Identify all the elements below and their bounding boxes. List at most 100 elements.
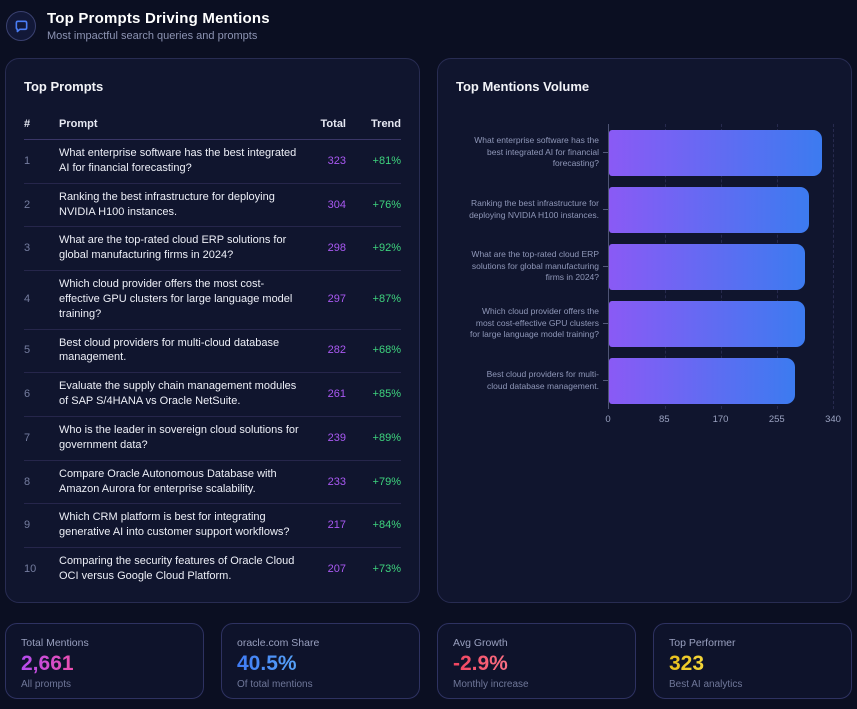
trend-cell: +89%: [372, 431, 401, 444]
prompt-cell: Ranking the best infrastructure for depl…: [59, 190, 275, 218]
chart-bar[interactable]: [609, 300, 805, 347]
total-cell: 261: [327, 388, 346, 401]
stat-card: Avg Growth -2.9% Monthly increase: [437, 623, 636, 699]
prompt-cell: Which cloud provider offers the most cos…: [59, 278, 293, 320]
table-row: 1 What enterprise software has the best …: [24, 140, 401, 184]
table-row: 8 Compare Oracle Autonomous Database wit…: [24, 461, 401, 505]
prompt-cell: Compare Oracle Autonomous Database with …: [59, 467, 277, 495]
axis-tick-mark-icon: [603, 209, 608, 210]
table-row: 4 Which cloud provider offers the most c…: [24, 271, 401, 330]
total-cell: 304: [327, 198, 346, 211]
chart-category-label: Ranking the best infrastructure for depl…: [456, 181, 608, 238]
chart-bar-row: [609, 352, 833, 409]
trend-cell: +68%: [372, 344, 401, 357]
chart-bar[interactable]: [609, 186, 810, 233]
chart-bar-row: [609, 181, 833, 238]
rank-cell: 5: [24, 344, 31, 357]
stat-card: Total Mentions 2,661 All prompts: [5, 623, 204, 699]
stat-sublabel: Monthly increase: [453, 679, 529, 690]
chart-bar[interactable]: [609, 129, 822, 176]
trend-cell: +79%: [372, 475, 401, 488]
trend-cell: +81%: [372, 154, 401, 167]
rank-cell: 4: [24, 293, 31, 306]
page-header: Top Prompts Driving Mentions Most impact…: [0, 0, 857, 54]
axis-tick-mark-icon: [603, 380, 608, 381]
stat-card: Top Performer 323 Best AI analytics: [653, 623, 852, 699]
trend-cell: +84%: [372, 519, 401, 532]
rank-cell: 8: [24, 475, 31, 488]
main-panels: Top Prompts # Prompt Total Trend 1 What …: [0, 58, 857, 603]
total-cell: 282: [327, 344, 346, 357]
chat-bubble-icon: [6, 11, 36, 41]
mentions-volume-panel: Top Mentions Volume What enterprise soft…: [437, 58, 852, 603]
trend-cell: +92%: [372, 242, 401, 255]
gridline: [833, 124, 834, 409]
axis-tick-mark-icon: [603, 323, 608, 324]
prompt-cell: Which CRM platform is best for integrati…: [59, 511, 290, 539]
table-row: 5 Best cloud providers for multi-cloud d…: [24, 330, 401, 374]
mentions-volume-title: Top Mentions Volume: [456, 79, 590, 94]
chart-bar[interactable]: [609, 357, 795, 404]
col-header-prompt: Prompt: [59, 118, 98, 130]
x-axis-tick-label: 255: [768, 414, 785, 425]
table-row: 7 Who is the leader in sovereign cloud s…: [24, 417, 401, 461]
stat-label: Avg Growth: [453, 637, 508, 649]
chart-plot-area: [608, 124, 834, 409]
trend-cell: +73%: [372, 562, 401, 575]
table-row: 3 What are the top-rated cloud ERP solut…: [24, 227, 401, 272]
table-body: 1 What enterprise software has the best …: [24, 140, 401, 591]
axis-tick-mark-icon: [603, 152, 608, 153]
prompt-cell: Evaluate the supply chain management mod…: [59, 380, 297, 408]
rank-cell: 2: [24, 198, 31, 211]
table-header-row: # Prompt Total Trend: [24, 114, 401, 140]
x-axis-tick-label: 340: [825, 414, 841, 425]
rank-cell: 10: [24, 562, 37, 575]
trend-cell: +76%: [372, 198, 401, 211]
stat-label: Top Performer: [669, 637, 736, 649]
stat-sublabel: Best AI analytics: [669, 679, 743, 690]
trend-cell: +87%: [372, 293, 401, 306]
stat-label: Total Mentions: [21, 637, 89, 649]
table-row: 2 Ranking the best infrastructure for de…: [24, 184, 401, 228]
chart-category-label: What enterprise software has the best in…: [456, 124, 608, 181]
top-prompts-panel: Top Prompts # Prompt Total Trend 1 What …: [5, 58, 420, 603]
axis-tick-mark-icon: [603, 266, 608, 267]
chart-bar-row: [609, 295, 833, 352]
chart-bar-row: [609, 124, 833, 181]
total-cell: 298: [327, 242, 346, 255]
total-cell: 323: [327, 154, 346, 167]
x-axis-tick-label: 0: [605, 414, 611, 425]
chart-category-label: What are the top-rated cloud ERP solutio…: [456, 238, 608, 295]
prompt-cell: Comparing the security features of Oracl…: [59, 555, 295, 582]
total-cell: 233: [327, 475, 346, 488]
stat-value: 2,661: [21, 652, 74, 675]
stat-card: oracle.com Share 40.5% Of total mentions: [221, 623, 420, 699]
rank-cell: 9: [24, 519, 31, 532]
top-prompts-title: Top Prompts: [24, 79, 104, 94]
col-header-rank: #: [24, 118, 31, 130]
col-header-total: Total: [320, 118, 346, 130]
header-titles: Top Prompts Driving Mentions Most impact…: [47, 9, 270, 42]
chart-category-label: Which cloud provider offers the most cos…: [456, 295, 608, 352]
stat-cards-row: Total Mentions 2,661 All prompts oracle.…: [0, 623, 857, 699]
total-cell: 239: [327, 431, 346, 444]
chart-bar[interactable]: [609, 243, 806, 290]
prompt-cell: Who is the leader in sovereign cloud sol…: [59, 423, 299, 451]
page-subtitle: Most impactful search queries and prompt…: [47, 30, 258, 42]
chart-bar-row: [609, 238, 833, 295]
stat-label: oracle.com Share: [237, 637, 320, 649]
chart-x-axis: 0 85 170 255 340: [605, 409, 841, 425]
total-cell: 297: [327, 293, 346, 306]
rank-cell: 7: [24, 431, 31, 444]
stat-value: 40.5%: [237, 652, 297, 675]
table-row: 10 Comparing the security features of Or…: [24, 548, 401, 591]
table-row: 6 Evaluate the supply chain management m…: [24, 373, 401, 417]
trend-cell: +85%: [372, 388, 401, 401]
rank-cell: 3: [24, 242, 31, 255]
total-cell: 207: [327, 562, 346, 575]
stat-sublabel: All prompts: [21, 679, 72, 690]
x-axis-tick-label: 85: [658, 414, 670, 425]
chart-bars: [609, 124, 833, 409]
stat-value: -2.9%: [453, 652, 508, 675]
